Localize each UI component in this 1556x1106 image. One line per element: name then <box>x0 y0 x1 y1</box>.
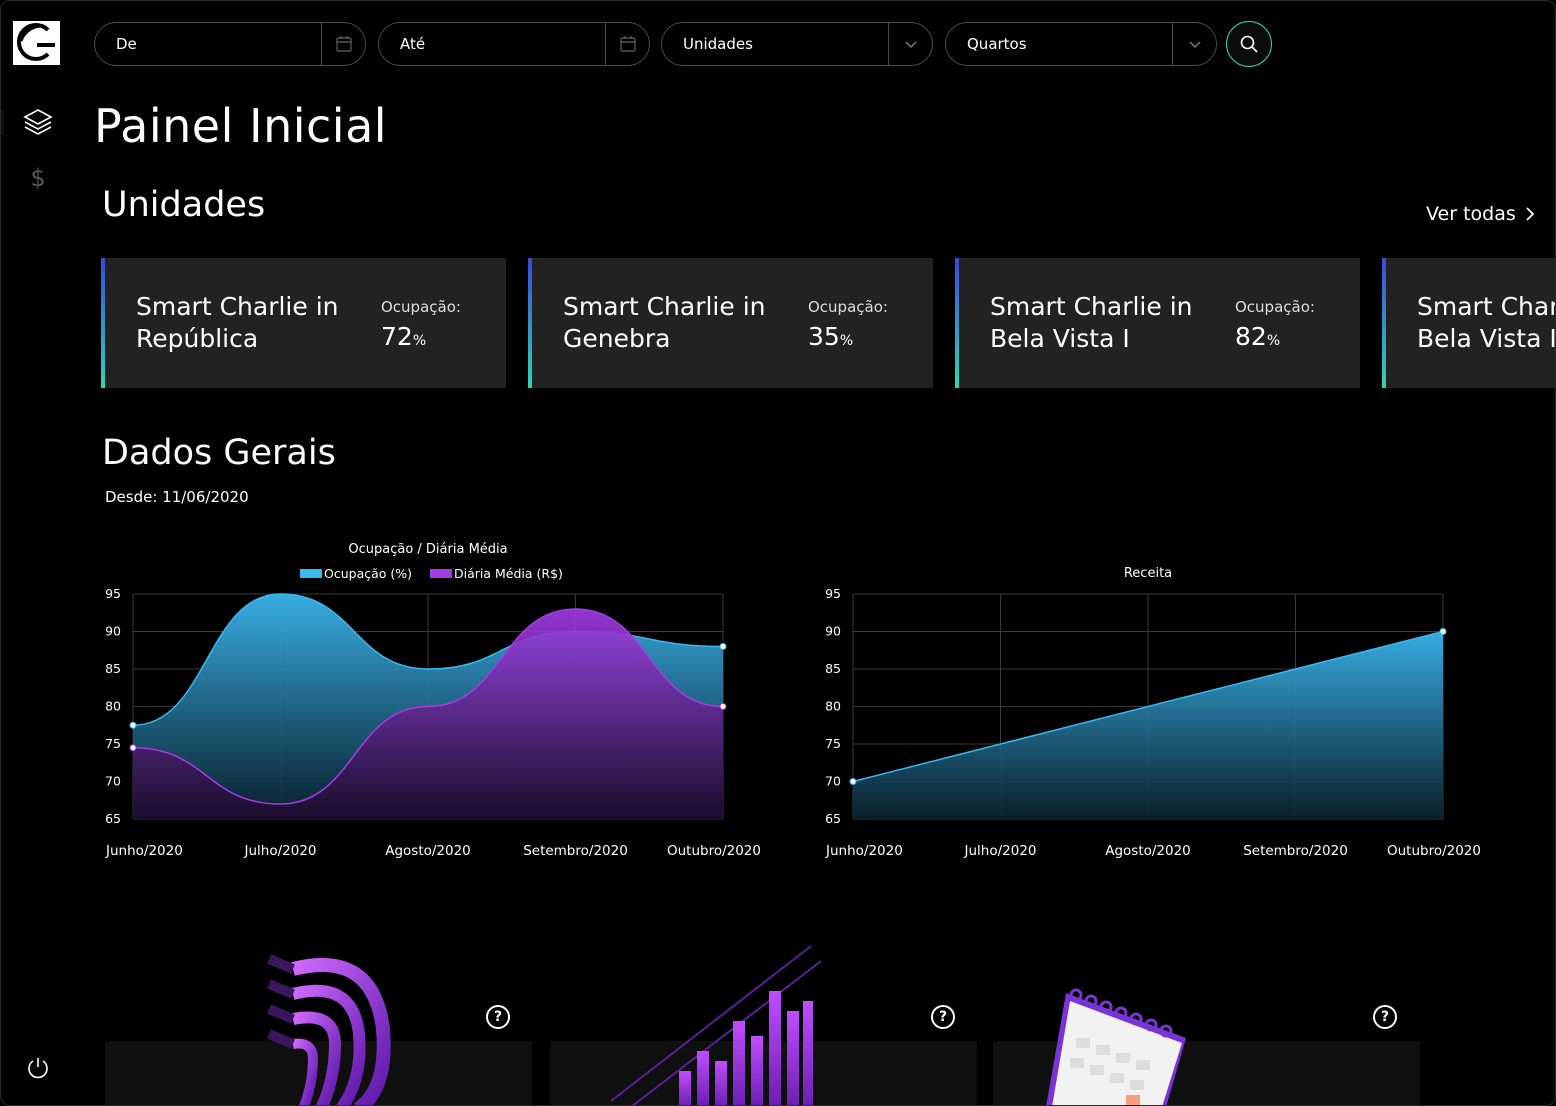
occupancy-value: 35% <box>808 322 854 351</box>
y-tick-label: 70 <box>105 774 121 789</box>
unit-name: Smart Charlie in Genebra <box>563 292 766 353</box>
power-icon[interactable] <box>23 1053 53 1083</box>
help-icon[interactable]: ? <box>931 1005 955 1029</box>
calendar-icon[interactable] <box>321 23 365 65</box>
help-icon[interactable]: ? <box>1373 1005 1397 1029</box>
unit-card[interactable]: Smart Charlie in Bela Vista II <box>1382 258 1556 388</box>
bar-chart-illustration <box>611 945 821 1105</box>
card-accent-bar <box>955 258 959 388</box>
date-from-field[interactable]: De <box>94 22 366 66</box>
x-tick-label: Julho/2020 <box>963 843 1036 859</box>
legend-item: Diária Média (R$) <box>430 566 563 581</box>
data-point <box>719 703 727 710</box>
series-line <box>852 630 1444 783</box>
sidebar-active-indicator <box>1 109 4 135</box>
search-button[interactable] <box>1226 21 1272 67</box>
unit-name: Smart Charlie in República <box>136 292 339 353</box>
x-tick-label: Outubro/2020 <box>667 843 761 859</box>
occupancy-daily-chart: Ocupação / Diária Média Ocupação (%) Diári… <box>105 542 761 859</box>
x-tick-label: Junho/2020 <box>825 843 903 859</box>
units-section-title: Unidades <box>102 185 266 225</box>
x-tick-label: Agosto/2020 <box>1105 843 1191 859</box>
legend-swatch <box>300 569 322 578</box>
data-point <box>129 744 137 752</box>
y-tick-label: 70 <box>825 774 841 789</box>
see-all-link[interactable]: Ver todas <box>1426 203 1536 225</box>
units-select[interactable]: Unidades <box>661 22 933 66</box>
legend-swatch <box>430 569 452 578</box>
unit-name: Smart Charlie in Bela Vista I <box>990 292 1193 353</box>
revenue-chart: Receita 95 90 85 80 75 70 65 Junho/2020 Julho/202… <box>825 566 1481 859</box>
series-line <box>132 608 724 805</box>
chevron-down-icon[interactable] <box>888 23 932 65</box>
chevron-down-icon[interactable] <box>1172 23 1216 65</box>
chevron-right-icon <box>1526 207 1535 221</box>
data-point <box>719 643 727 650</box>
chart-title: Receita <box>1124 566 1172 581</box>
x-tick-label: Outubro/2020 <box>1387 843 1481 859</box>
chart-title: Ocupação / Diária Média <box>348 542 507 557</box>
y-tick-label: 80 <box>825 699 841 714</box>
date-to-field[interactable]: Até <box>378 22 650 66</box>
series-area <box>133 609 723 819</box>
date-to-label: Até <box>400 35 426 53</box>
calendar-illustration <box>1046 988 1186 1105</box>
occupancy-value: 72% <box>381 322 427 351</box>
see-all-label: Ver todas <box>1426 203 1516 225</box>
since-date: Desde: 11/06/2020 <box>105 488 249 506</box>
page-title: Painel Inicial <box>94 99 388 153</box>
series-area <box>853 631 1443 819</box>
x-tick-label: Setembro/2020 <box>523 843 628 859</box>
general-data-title: Dados Gerais <box>102 433 336 473</box>
y-tick-label: 85 <box>825 661 841 676</box>
occupancy-label: Ocupação: <box>1235 298 1315 316</box>
layers-icon[interactable] <box>23 107 53 137</box>
y-tick-label: 75 <box>825 736 841 751</box>
unit-card[interactable]: Smart Charlie in Genebra Ocupação: 35% <box>528 258 933 388</box>
y-tick-label: 65 <box>105 811 121 826</box>
y-tick-label: 90 <box>105 624 121 639</box>
occupancy-value: 82% <box>1235 322 1281 351</box>
calendar-icon[interactable] <box>605 23 649 65</box>
charlie-logo-icon[interactable] <box>13 21 60 65</box>
y-tick-label: 95 <box>105 586 121 601</box>
unit-card[interactable]: Smart Charlie in Bela Vista I Ocupação: … <box>955 258 1360 388</box>
search-icon <box>1240 35 1258 53</box>
card-accent-bar <box>528 258 532 388</box>
help-icon[interactable]: ? <box>486 1005 510 1029</box>
occupancy-label: Ocupação: <box>381 298 461 316</box>
card-accent-bar <box>101 258 105 388</box>
y-tick-label: 65 <box>825 811 841 826</box>
legend-label: Diária Média (R$) <box>454 566 563 581</box>
rooms-select-label: Quartos <box>967 35 1027 53</box>
legend-label: Ocupação (%) <box>324 566 412 581</box>
date-from-label: De <box>116 35 137 53</box>
rooms-select[interactable]: Quartos <box>945 22 1217 66</box>
x-tick-label: Setembro/2020 <box>1243 843 1348 859</box>
y-tick-label: 80 <box>105 699 121 714</box>
dollar-icon[interactable]: $ <box>30 164 46 192</box>
units-select-label: Unidades <box>683 35 753 53</box>
y-tick-label: 85 <box>105 661 121 676</box>
y-tick-label: 90 <box>825 624 841 639</box>
unit-name: Smart Charlie in Bela Vista II <box>1417 292 1556 353</box>
card-accent-bar <box>1382 258 1386 388</box>
data-point <box>129 721 137 729</box>
fingerprint-illustration <box>267 954 391 1105</box>
data-point <box>849 778 857 785</box>
y-tick-label: 95 <box>825 586 841 601</box>
unit-card[interactable]: Smart Charlie in República Ocupação: 72% <box>101 258 506 388</box>
y-tick-label: 75 <box>105 736 121 751</box>
occupancy-label: Ocupação: <box>808 298 888 316</box>
x-tick-label: Agosto/2020 <box>385 843 471 859</box>
legend-item: Ocupação (%) <box>300 566 412 581</box>
stats-card[interactable] <box>105 1041 532 1105</box>
x-tick-label: Julho/2020 <box>243 843 316 859</box>
data-point <box>1439 628 1447 635</box>
x-tick-label: Junho/2020 <box>105 843 183 859</box>
